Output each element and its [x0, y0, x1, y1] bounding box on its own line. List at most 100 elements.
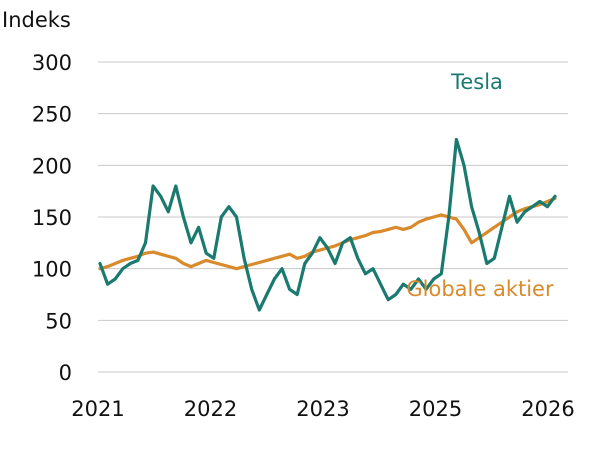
data-point: [410, 226, 412, 229]
x-tick-label: 2022: [184, 397, 237, 421]
data-point: [175, 257, 177, 260]
data-point: [258, 261, 261, 264]
data-point: [235, 216, 238, 218]
data-point: [546, 205, 549, 208]
data-point: [258, 309, 261, 311]
data-point: [486, 262, 488, 265]
data-point: [402, 283, 405, 286]
data-point: [175, 185, 177, 187]
data-point: [281, 255, 283, 258]
y-tick-label: 50: [45, 309, 72, 333]
data-point: [159, 195, 162, 198]
x-tick-label: 2021: [71, 397, 124, 421]
data-point: [486, 231, 488, 234]
data-point: [432, 278, 435, 280]
data-point: [106, 265, 109, 268]
data-point: [190, 242, 192, 244]
data-point: [334, 245, 336, 247]
data-point: [129, 257, 132, 260]
data-point: [417, 278, 420, 280]
data-point: [341, 242, 344, 244]
data-point: [463, 164, 465, 167]
data-point: [417, 221, 420, 223]
data-point: [364, 234, 367, 237]
data-point: [379, 230, 382, 233]
data-point: [508, 195, 511, 198]
data-point: [220, 216, 223, 218]
data-point: [273, 278, 276, 280]
data-point: [213, 261, 215, 264]
data-point: [470, 205, 473, 208]
data-point: [501, 226, 503, 229]
series-lines: [98, 137, 557, 312]
data-point: [440, 214, 443, 216]
data-point: [228, 205, 230, 208]
data-point: [372, 267, 374, 270]
data-point: [122, 267, 124, 270]
data-point: [395, 293, 397, 296]
data-point: [523, 211, 526, 213]
data-point: [546, 200, 549, 203]
data-point: [516, 211, 518, 213]
data-point: [114, 278, 116, 280]
data-point: [440, 273, 443, 275]
y-axis-label: Indeks: [2, 8, 71, 32]
grid-lines: [98, 61, 568, 373]
data-point: [539, 203, 541, 206]
data-point: [197, 226, 200, 229]
data-point: [326, 247, 329, 249]
y-tick-labels: 0 50 100 150 200 250 300: [32, 51, 72, 385]
data-point: [425, 288, 427, 291]
data-point: [288, 253, 291, 255]
data-point: [554, 195, 556, 198]
data-point: [114, 262, 116, 265]
data-point: [228, 265, 230, 268]
data-point: [266, 259, 268, 262]
y-tick-label: 200: [32, 154, 72, 178]
data-point: [273, 257, 276, 260]
data-point: [334, 262, 336, 265]
data-point: [311, 252, 314, 254]
data-point: [425, 218, 427, 220]
data-point: [99, 262, 101, 265]
data-point: [266, 293, 268, 296]
data-point: [122, 259, 124, 262]
data-point: [455, 138, 458, 141]
data-point: [304, 262, 306, 265]
data-point: [129, 262, 132, 265]
series-label-tesla: Tesla: [450, 70, 503, 94]
data-point: [395, 226, 397, 229]
data-point: [296, 293, 299, 296]
y-tick-label: 250: [32, 103, 72, 127]
data-point: [402, 228, 405, 231]
data-point: [319, 249, 321, 251]
data-point: [159, 253, 162, 255]
series-labels: Tesla Globale aktier: [406, 70, 554, 301]
data-point: [281, 267, 283, 270]
data-point: [470, 242, 473, 244]
data-point: [349, 236, 352, 239]
data-point: [182, 216, 185, 218]
data-point: [508, 216, 511, 218]
data-point: [357, 236, 359, 239]
data-point: [516, 221, 518, 223]
data-point: [304, 255, 306, 258]
x-tick-labels: 2021 2022 2023 2025 2026: [71, 397, 574, 421]
data-point: [448, 216, 450, 218]
data-point: [190, 265, 192, 268]
x-tick-label: 2025: [409, 397, 462, 421]
data-point: [243, 257, 245, 260]
y-tick-label: 0: [59, 361, 72, 385]
data-point: [144, 242, 147, 244]
data-point: [106, 283, 109, 286]
y-tick-label: 150: [32, 206, 72, 230]
y-tick-label: 300: [32, 51, 72, 75]
data-point: [523, 207, 526, 210]
y-tick-label: 100: [32, 258, 72, 282]
x-tick-label: 2023: [296, 397, 349, 421]
data-point: [493, 257, 496, 260]
data-point: [288, 288, 291, 291]
data-point: [205, 252, 207, 254]
data-point: [410, 288, 412, 291]
